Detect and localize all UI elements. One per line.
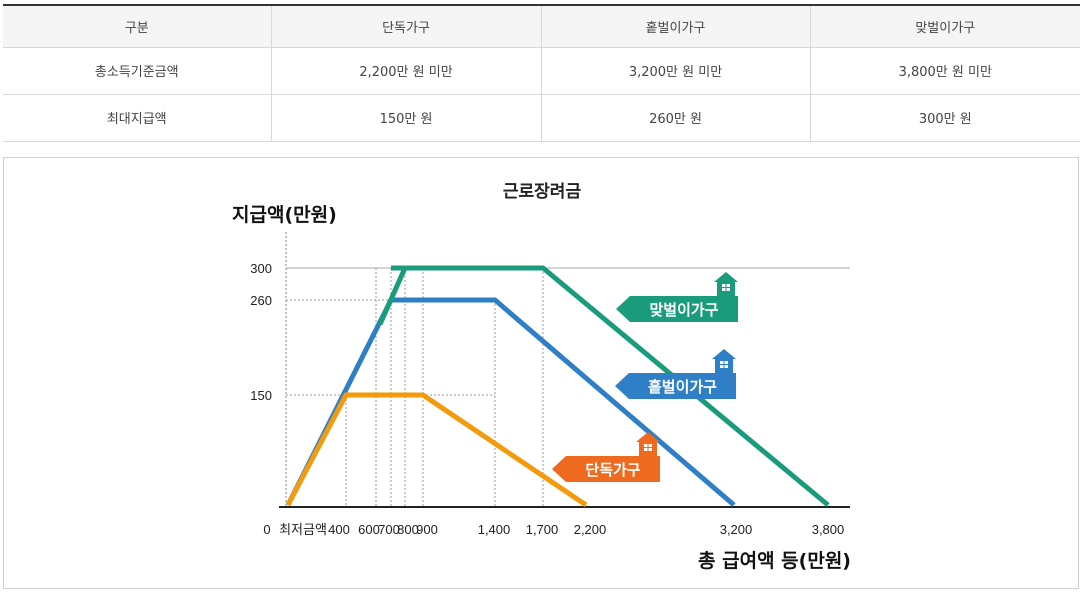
table-cell: 3,800만 원 미만: [810, 47, 1080, 95]
x-tick-label: 800: [397, 522, 419, 537]
eligibility-table: 구분 단독가구 홑벌이가구 맞벌이가구 총소득기준금액 2,200만 원 미만 …: [3, 4, 1080, 142]
header-dual-earner: 맞벌이가구: [810, 4, 1080, 48]
header-single: 단독가구: [271, 4, 542, 48]
table-row: 총소득기준금액 2,200만 원 미만 3,200만 원 미만 3,800만 원…: [3, 47, 1080, 95]
y-tick-label: 260: [250, 293, 272, 308]
chart-title: 근로장려금: [503, 182, 582, 202]
x-axis-label: 총 급여액 등(만원): [698, 550, 851, 572]
axes: [279, 232, 850, 508]
series-line-맞벌이가구: [391, 265, 830, 507]
house-icon: [714, 272, 738, 296]
x-tick-label: 1,400: [478, 522, 511, 537]
legend-label: 단독가구: [585, 461, 640, 479]
x-tick-label: 3,800: [812, 522, 845, 537]
house-icon: [636, 432, 660, 456]
header-single-earner: 홑벌이가구: [541, 4, 811, 48]
legend-item: 단독가구: [552, 432, 660, 482]
legend-tag: [616, 296, 738, 322]
table-cell: 2,200만 원 미만: [271, 47, 542, 95]
legend-tag: [552, 456, 660, 482]
table-cell: 300만 원: [810, 94, 1080, 142]
legend-item: 홑벌이가구: [615, 349, 736, 399]
table-header-row: 구분 단독가구 홑벌이가구 맞벌이가구: [3, 4, 1080, 48]
x-tick-label: 700: [378, 522, 400, 537]
house-roof: [712, 349, 736, 359]
row-label: 최대지급액: [3, 94, 272, 142]
house-roof: [714, 272, 738, 282]
house-roof: [636, 432, 660, 442]
chart-panel: [3, 157, 1079, 589]
x-tick-label: 0: [263, 522, 270, 537]
table-row: 최대지급액 150만 원 260만 원 300만 원: [3, 94, 1080, 142]
legend-label: 맞벌이가구: [649, 301, 718, 319]
house-icon: [712, 349, 736, 373]
x-tick-label: 900: [416, 522, 438, 537]
table-cell: 3,200만 원 미만: [541, 47, 811, 95]
legend-label: 홑벌이가구: [648, 378, 717, 396]
series-line-단독가구: [285, 392, 588, 508]
x-tick-label: 400: [328, 522, 350, 537]
header-category: 구분: [3, 4, 272, 48]
series-lines: [285, 265, 830, 508]
y-tick-label: 150: [250, 388, 272, 403]
series-line-홑벌이가구: [285, 297, 736, 507]
legend-tag: [615, 373, 736, 399]
row-label: 총소득기준금액: [3, 47, 272, 95]
x-tick-label: 최저금액: [279, 522, 327, 537]
table-cell: 260만 원: [541, 94, 811, 142]
y-tick-label: 300: [250, 261, 272, 276]
x-tick-label: 600: [358, 522, 380, 537]
series-line-lead: [377, 266, 408, 326]
table-cell: 150만 원: [271, 94, 542, 142]
y-axis-label: 지급액(만원): [232, 204, 337, 226]
x-tick-label: 1,700: [526, 522, 559, 537]
x-tick-label: 3,200: [720, 522, 753, 537]
legend-item: 맞벌이가구: [616, 272, 738, 322]
x-tick-label: 2,200: [574, 522, 607, 537]
